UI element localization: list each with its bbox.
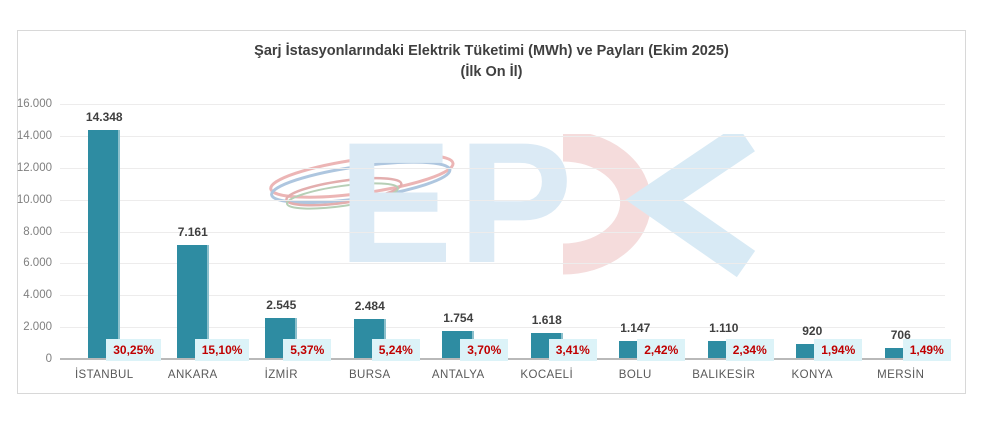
category-label-bursa: BURSA — [348, 369, 391, 381]
value-label-bursa: 2.484 — [354, 299, 385, 314]
value-label-antalya: 1.754 — [443, 311, 474, 325]
y-tick-label: 2.000 — [23, 321, 52, 334]
share-label-ankara: 15,10% — [194, 339, 250, 361]
chart-container: Şarj İstasyonlarındaki Elektrik Tüketimi… — [17, 30, 966, 394]
value-label-istanbul: 14.348 — [85, 110, 123, 125]
share-label-konya: 1,94% — [814, 339, 863, 361]
value-label-mersin: 706 — [890, 327, 911, 342]
category-label-ankara: ANKARA — [167, 369, 218, 381]
y-tick-label: 10.000 — [16, 193, 52, 206]
gridline — [60, 104, 945, 105]
category-label-antalya: ANTALYA — [431, 369, 485, 381]
category-label-mersin: MERSİN — [877, 369, 925, 381]
bar-column-kocaeli: 1.618 3,41% KOCAELİ — [503, 104, 597, 381]
gridline — [60, 327, 945, 329]
bar-column-balikesir: 1.110 2,34% BALIKESİR — [680, 104, 774, 381]
share-label-mersin: 1,49% — [902, 339, 951, 361]
gridline — [60, 167, 945, 169]
category-label-konya: KONYA — [791, 369, 833, 381]
value-label-konya: 920 — [802, 324, 823, 339]
value-label-ankara: 7.161 — [177, 224, 208, 239]
bar-column-bolu: 1.147 2,42% BOLU — [591, 104, 686, 381]
category-label-bolu: BOLU — [618, 369, 652, 381]
bar-column-bursa: 2.484 5,24% BURSA — [326, 104, 420, 381]
category-label-izmir: İZMİR — [264, 369, 298, 381]
share-label-istanbul: 30,25% — [106, 339, 161, 361]
value-label-bolu: 1.147 — [620, 320, 651, 335]
gridline — [60, 135, 945, 137]
share-label-bolu: 2,42% — [637, 339, 686, 361]
y-tick-label: 12.000 — [16, 161, 52, 174]
y-tick-label: 14.000 — [16, 129, 52, 142]
chart-title-line2: (İlk On İl) — [460, 64, 523, 80]
bar-column-antalya: 1.754 3,70% ANTALYA — [414, 104, 509, 381]
bar-mersin — [884, 347, 917, 359]
gridline — [60, 199, 945, 201]
watermark-swoosh-icon — [269, 153, 455, 210]
chart-title-line1: Şarj İstasyonlarındaki Elektrik Tüketimi… — [254, 43, 729, 59]
gridline — [60, 295, 945, 297]
share-label-izmir: 5,37% — [283, 339, 332, 361]
gridline — [60, 263, 945, 265]
value-label-balikesir: 1.110 — [709, 321, 739, 336]
share-label-kocaeli: 3,41% — [548, 339, 597, 361]
chart-title: Şarj İstasyonlarındaki Elektrik Tüketimi… — [18, 41, 965, 83]
value-label-kocaeli: 1.618 — [531, 313, 562, 328]
y-tick-label: 4.000 — [23, 289, 52, 302]
share-label-antalya: 3,70% — [460, 339, 509, 361]
watermark-letter-p: P — [458, 134, 573, 284]
category-label-istanbul: İSTANBUL — [74, 369, 134, 381]
gridline — [60, 231, 945, 233]
bar-column-istanbul: 14.348 30,25% İSTANBUL — [60, 104, 161, 381]
bar-column-izmir: 2.545 5,37% İZMİR — [237, 104, 332, 381]
share-label-bursa: 5,24% — [371, 339, 420, 361]
bar-column-ankara: 7.161 15,10% ANKARA — [149, 104, 250, 381]
value-label-izmir: 2.545 — [266, 298, 297, 313]
bar-columns: 14.348 30,25% İSTANBUL 7.161 15,10% ANKARA 2.5… — [60, 104, 951, 381]
y-tick-label: 6.000 — [23, 257, 52, 270]
y-tick-label: 8.000 — [23, 225, 52, 238]
category-label-kocaeli: KOCAELİ — [520, 369, 574, 381]
y-tick-label: 0 — [45, 353, 52, 365]
share-label-balikesir: 2,34% — [725, 339, 774, 361]
bar-istanbul — [88, 130, 121, 359]
y-tick-label: 16.000 — [16, 98, 52, 110]
watermark-letter-e: E — [338, 134, 453, 284]
bar-column-mersin: 706 1,49% MERSİN — [857, 104, 951, 381]
plot-area: 16.000 14.000 12.000 10.000 8.000 6.000 4.000 2… — [17, 98, 951, 381]
category-label-balikesir: BALIKESİR — [692, 369, 756, 381]
bar-column-konya: 920 1,94% KONYA — [768, 104, 863, 381]
